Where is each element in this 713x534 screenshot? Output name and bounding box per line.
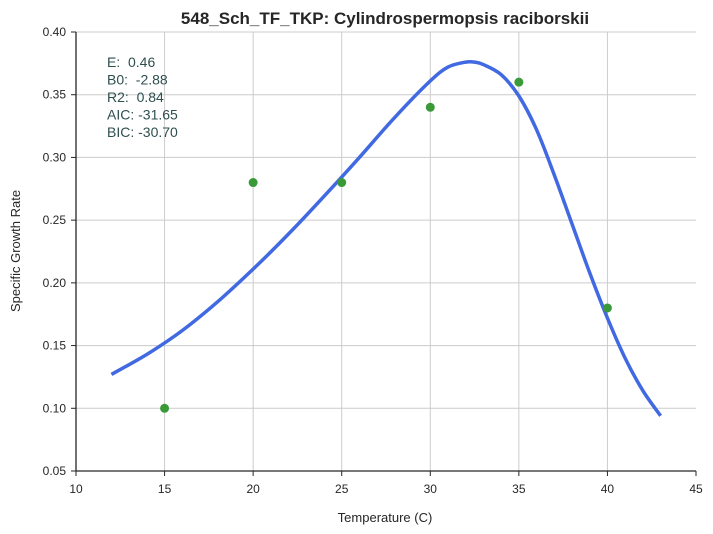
data-point xyxy=(160,403,170,413)
fit-curve xyxy=(110,59,663,417)
chart-title: 548_Sch_TF_TKP: Cylindrospermopsis racib… xyxy=(181,9,589,28)
x-tick-label: 25 xyxy=(335,482,349,496)
y-tick-label: 0.20 xyxy=(43,276,67,290)
data-points xyxy=(160,77,612,413)
y-tick-label: 0.05 xyxy=(43,464,67,478)
y-ticks: 0.05 0.10 0.15 0.20 0.25 0.30 0.35 0.40 xyxy=(43,25,76,478)
x-tick-label: 10 xyxy=(69,482,83,496)
axes xyxy=(75,32,696,472)
x-tick-label: 45 xyxy=(689,482,703,496)
data-point xyxy=(514,77,524,87)
stats-line: AIC: -31.65 xyxy=(107,107,178,123)
data-point xyxy=(337,178,347,188)
y-tick-label: 0.10 xyxy=(43,401,67,415)
y-tick-label: 0.40 xyxy=(43,25,67,39)
y-tick-label: 0.30 xyxy=(43,150,67,164)
data-point xyxy=(425,102,435,112)
y-tick-label: 0.15 xyxy=(43,339,67,353)
x-tick-label: 40 xyxy=(601,482,615,496)
y-axis-label: Specific Growth Rate xyxy=(8,190,23,312)
stats-line: BIC: -30.70 xyxy=(107,124,178,140)
grid-lines xyxy=(76,31,696,471)
data-point xyxy=(248,178,258,188)
data-point xyxy=(602,303,612,313)
stats-line: E: 0.46 xyxy=(107,54,155,70)
stats-line: B0: -2.88 xyxy=(107,72,168,88)
x-tick-label: 35 xyxy=(512,482,526,496)
x-tick-label: 15 xyxy=(158,482,172,496)
x-ticks: 10 15 20 25 30 35 40 45 xyxy=(69,471,703,496)
x-tick-label: 20 xyxy=(246,482,260,496)
y-tick-label: 0.25 xyxy=(43,213,67,227)
y-tick-label: 0.35 xyxy=(43,88,67,102)
stats-line: R2: 0.84 xyxy=(107,89,164,105)
x-axis-label: Temperature (C) xyxy=(338,510,433,525)
x-tick-label: 30 xyxy=(424,482,438,496)
